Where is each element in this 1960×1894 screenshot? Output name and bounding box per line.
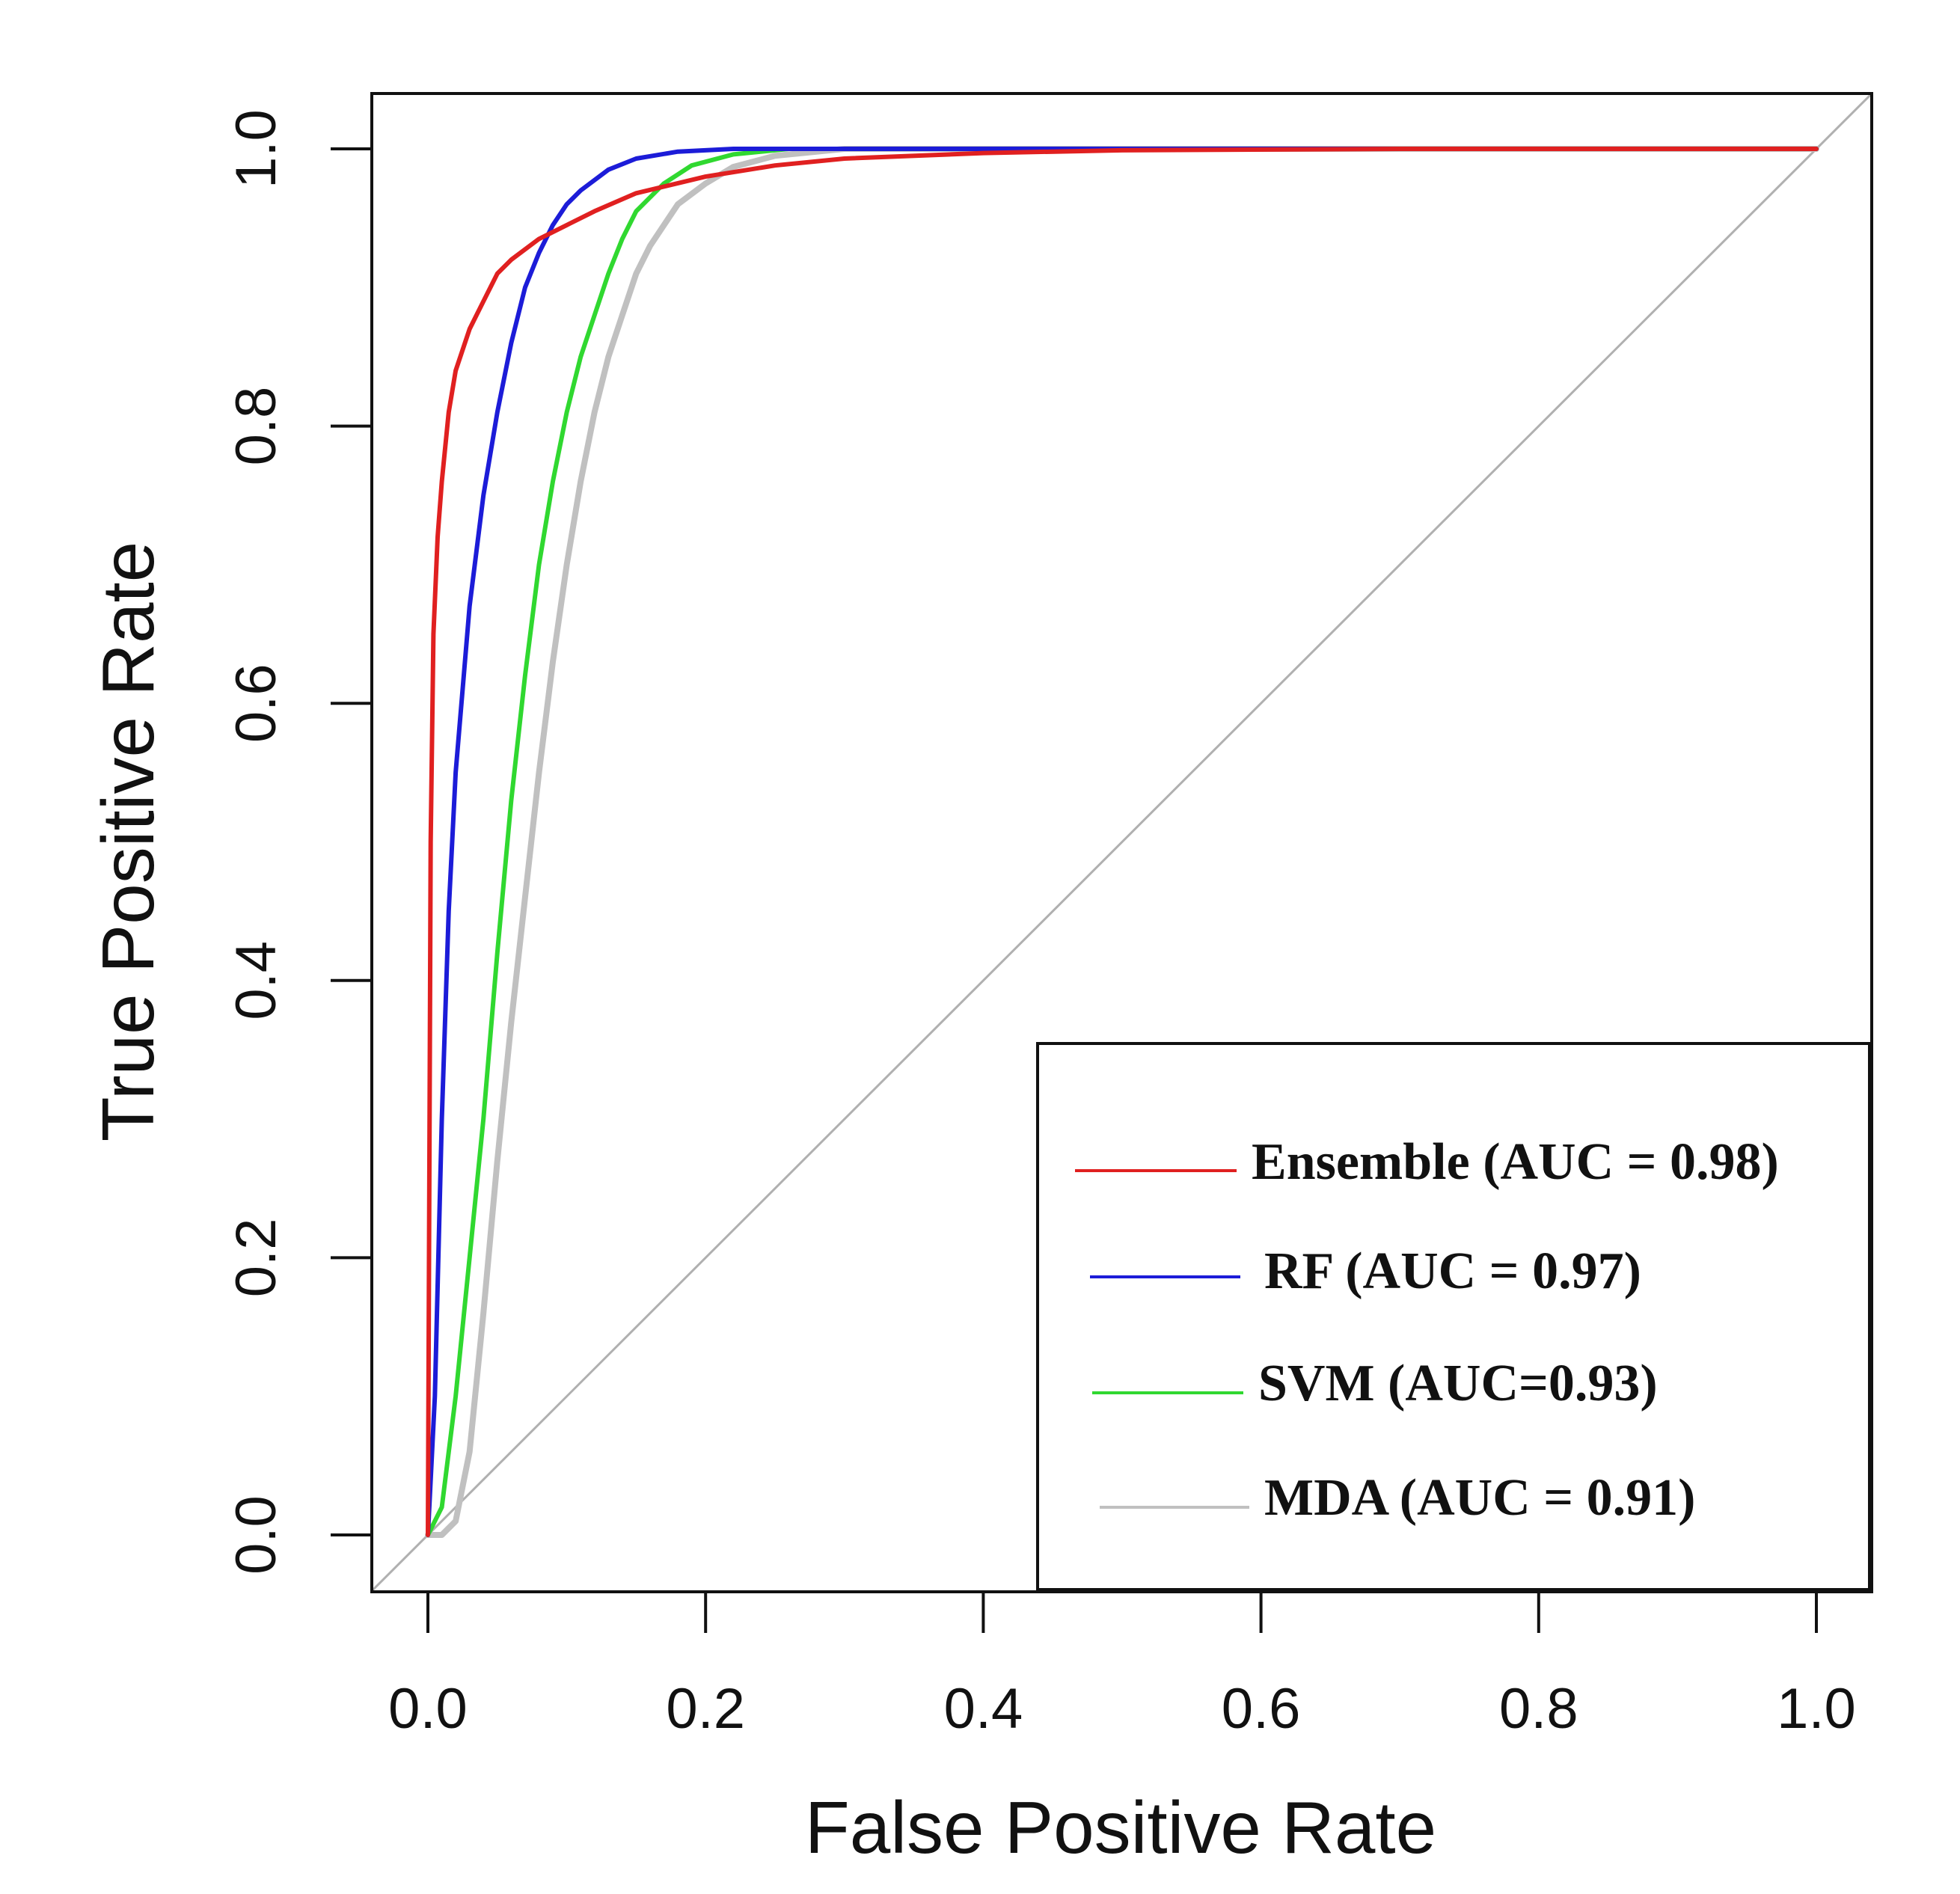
- series-line-ensemble: [426, 147, 1819, 1537]
- x-tick-label: 1.0: [1777, 1677, 1856, 1741]
- x-tick-label: 0.6: [1222, 1677, 1301, 1741]
- y-tick-label: 0.0: [224, 1495, 288, 1575]
- y-axis-title: True Positive Rate: [87, 542, 169, 1141]
- y-tick-label: 0.8: [224, 387, 288, 466]
- y-tick-label: 0.4: [224, 941, 288, 1020]
- y-tick-label: 1.0: [224, 109, 288, 189]
- legend-label-svm: SVM (AUC=0.93): [1258, 1355, 1658, 1412]
- series-line-rf: [426, 147, 1819, 1537]
- y-tick-label: 0.2: [224, 1219, 288, 1298]
- x-tick-label: 0.8: [1499, 1677, 1578, 1741]
- legend-label-ensemble: Ensemble (AUC = 0.98): [1252, 1133, 1779, 1191]
- x-tick-label: 0.2: [666, 1677, 745, 1741]
- x-axis-title: False Positive Rate: [805, 1786, 1436, 1869]
- x-tick-label: 0.4: [944, 1677, 1023, 1741]
- x-axis: 0.0 0.2 0.4 0.6 0.8 1.0: [388, 1590, 1856, 1741]
- chance-diagonal-line: [372, 94, 1872, 1592]
- x-tick-label: 0.0: [388, 1677, 468, 1741]
- y-tick-label: 0.6: [224, 663, 288, 743]
- y-axis: 0.0 0.2 0.4 0.6 0.8 1.0: [224, 109, 373, 1575]
- legend-box: [1036, 1042, 1871, 1591]
- series-line-mda: [425, 146, 1819, 1538]
- series-line-svm: [426, 147, 1819, 1537]
- legend-label-rf: RF (AUC = 0.97): [1264, 1242, 1641, 1300]
- legend-label-mda: MDA (AUC = 0.91): [1264, 1469, 1695, 1527]
- legend: Ensemble (AUC = 0.98) RF (AUC = 0.97) SV…: [1036, 1042, 1871, 1591]
- series-layer: [425, 146, 1819, 1538]
